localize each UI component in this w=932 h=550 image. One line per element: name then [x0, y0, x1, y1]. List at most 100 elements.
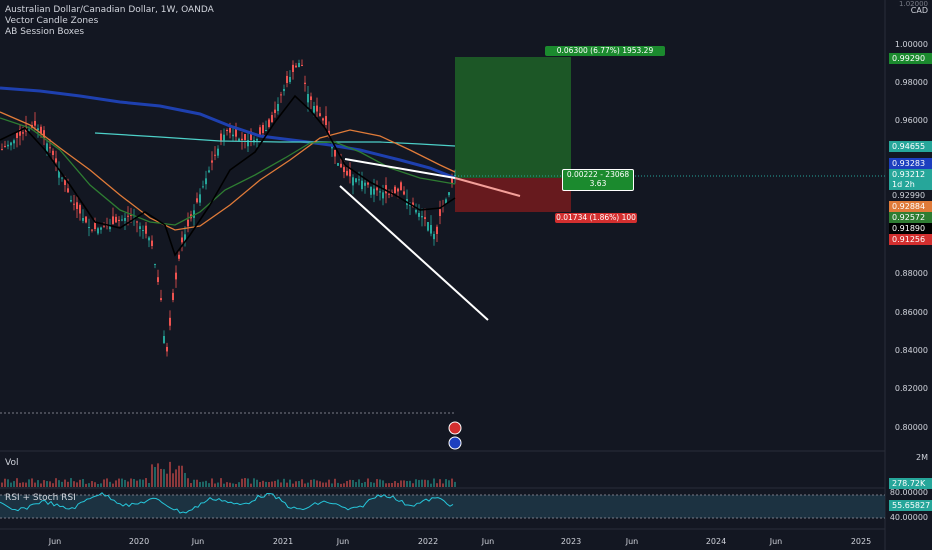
candle[interactable]	[154, 264, 156, 265]
candle[interactable]	[454, 174, 456, 176]
candle[interactable]	[97, 228, 99, 234]
candle[interactable]	[88, 227, 90, 228]
candle[interactable]	[346, 170, 348, 176]
event-flag-icon[interactable]	[448, 421, 462, 435]
upper-trendline[interactable]	[344, 158, 456, 179]
upper-trendline-extension[interactable]	[454, 177, 521, 197]
rsi-label[interactable]: RSI + Stoch RSI	[5, 493, 76, 503]
candle[interactable]	[445, 199, 447, 204]
candle[interactable]	[424, 217, 426, 219]
candle[interactable]	[184, 234, 186, 243]
candle[interactable]	[37, 128, 39, 131]
candle[interactable]	[262, 125, 264, 133]
candle[interactable]	[415, 210, 417, 213]
candle[interactable]	[163, 336, 165, 344]
candle[interactable]	[295, 65, 297, 68]
candle[interactable]	[130, 214, 132, 216]
candle[interactable]	[136, 221, 138, 223]
candle[interactable]	[241, 138, 243, 140]
candle[interactable]	[172, 292, 174, 300]
candle[interactable]	[76, 202, 78, 209]
candle[interactable]	[55, 158, 57, 163]
candle[interactable]	[361, 180, 363, 190]
candle[interactable]	[67, 188, 69, 193]
candle[interactable]	[145, 225, 147, 234]
candle[interactable]	[34, 120, 36, 126]
candle[interactable]	[211, 160, 213, 163]
event-earth-icon[interactable]	[448, 436, 462, 450]
candle[interactable]	[85, 216, 87, 223]
candle[interactable]	[4, 145, 6, 147]
candle[interactable]	[139, 226, 141, 229]
candle[interactable]	[205, 178, 207, 185]
candle[interactable]	[316, 105, 318, 112]
ma-blue-line[interactable]	[0, 86, 456, 180]
candle[interactable]	[58, 170, 60, 178]
candle[interactable]	[433, 234, 435, 240]
candle[interactable]	[250, 131, 252, 140]
candle[interactable]	[298, 63, 300, 68]
candle[interactable]	[166, 346, 168, 352]
candle[interactable]	[109, 225, 111, 230]
symbol-title[interactable]: Australian Dollar/Canadian Dollar, 1W, O…	[5, 5, 214, 15]
candle[interactable]	[115, 216, 117, 223]
candle[interactable]	[226, 129, 228, 131]
candle[interactable]	[301, 64, 303, 66]
candle[interactable]	[340, 163, 342, 168]
candle[interactable]	[142, 230, 144, 231]
candle[interactable]	[358, 179, 360, 181]
candle[interactable]	[271, 115, 273, 122]
candle[interactable]	[259, 127, 261, 136]
candle[interactable]	[388, 193, 390, 195]
candle[interactable]	[100, 227, 102, 230]
candle[interactable]	[283, 89, 285, 92]
candle[interactable]	[73, 203, 75, 205]
candle[interactable]	[160, 298, 162, 300]
candle[interactable]	[70, 200, 72, 202]
candle[interactable]	[181, 237, 183, 243]
candle[interactable]	[16, 132, 18, 138]
candle[interactable]	[157, 277, 159, 282]
volume-label[interactable]: Vol	[5, 458, 19, 468]
candle[interactable]	[238, 138, 240, 141]
candle[interactable]	[379, 191, 381, 193]
candle[interactable]	[277, 104, 279, 112]
candle[interactable]	[43, 130, 45, 139]
candle[interactable]	[148, 237, 150, 241]
candle[interactable]	[61, 177, 63, 179]
candle[interactable]	[7, 144, 9, 147]
candle[interactable]	[13, 140, 15, 144]
candle[interactable]	[235, 127, 237, 137]
candle[interactable]	[103, 226, 105, 228]
candle[interactable]	[397, 188, 399, 192]
candle[interactable]	[199, 194, 201, 203]
candle[interactable]	[247, 140, 249, 147]
candle[interactable]	[418, 213, 420, 217]
candle[interactable]	[265, 130, 267, 131]
candle[interactable]	[376, 187, 378, 191]
candle[interactable]	[313, 106, 315, 113]
candle[interactable]	[64, 179, 66, 185]
candle[interactable]	[124, 218, 126, 221]
ma-orange-line[interactable]	[0, 111, 456, 231]
candle[interactable]	[328, 130, 330, 136]
candle[interactable]	[223, 134, 225, 141]
candle[interactable]	[214, 154, 216, 156]
candle[interactable]	[52, 150, 54, 155]
candle[interactable]	[28, 129, 30, 131]
candle[interactable]	[268, 119, 270, 127]
candle[interactable]	[436, 226, 438, 234]
candle[interactable]	[10, 142, 12, 146]
candle[interactable]	[193, 210, 195, 218]
profit-zone[interactable]	[455, 57, 571, 178]
candle[interactable]	[46, 143, 48, 152]
candle[interactable]	[121, 219, 123, 221]
candle[interactable]	[202, 186, 204, 188]
candle[interactable]	[385, 185, 387, 194]
candle[interactable]	[430, 225, 432, 234]
candle[interactable]	[355, 178, 357, 183]
candle[interactable]	[178, 254, 180, 259]
candle[interactable]	[220, 133, 222, 142]
candle[interactable]	[127, 215, 129, 217]
candle[interactable]	[286, 75, 288, 83]
